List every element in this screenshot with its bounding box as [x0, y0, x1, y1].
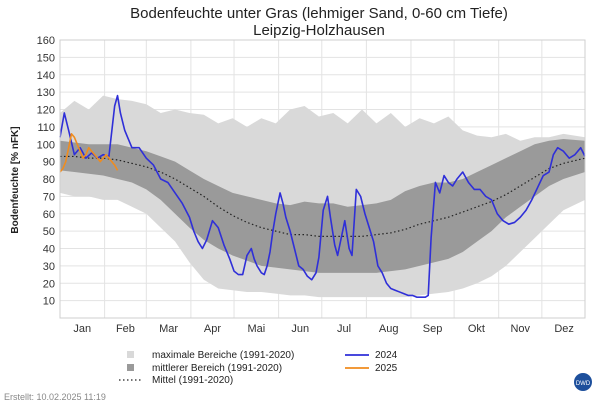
y-tick-label: 100 — [37, 139, 55, 151]
x-tick-label: Jun — [291, 323, 309, 335]
series-2024 — [59, 94, 586, 298]
dwd-logo: DWD — [574, 373, 592, 391]
x-tick-label: Okt — [468, 323, 485, 335]
x-tick-label: Sep — [423, 323, 443, 335]
climate-bands — [60, 95, 585, 298]
x-tick-label: Jul — [337, 323, 351, 335]
y-tick-label: 140 — [37, 70, 55, 82]
legend: maximale Bereiche (1991-2020) mittlerer B… — [119, 350, 398, 386]
y-tick-label: 110 — [37, 122, 55, 134]
legend-label: 2025 — [375, 363, 398, 374]
y-tick-label: 30 — [43, 261, 55, 273]
legend-label: mittlerer Bereich (1991-2020) — [152, 363, 282, 374]
dwd-logo-text: DWD — [576, 381, 591, 387]
x-tick-label: Jan — [73, 323, 91, 335]
x-tick-label: Feb — [116, 323, 135, 335]
y-tick-label: 60 — [43, 209, 55, 221]
y-axis-label: Bodenfeuchte [% nFK] — [10, 126, 21, 233]
series-2025 — [59, 133, 119, 173]
series-lines — [59, 94, 586, 298]
y-tick-label: 20 — [43, 278, 55, 290]
x-tick-label: Dez — [554, 323, 574, 335]
plot-frame — [59, 39, 586, 319]
y-tick-label: 40 — [43, 244, 55, 256]
dwd-logo-icon — [574, 373, 592, 391]
y-tick-label: 130 — [37, 87, 55, 99]
x-tick-label: Mai — [247, 323, 265, 335]
x-tick-label: Nov — [510, 323, 530, 335]
legend-label: maximale Bereiche (1991-2020) — [152, 350, 294, 361]
y-tick-label: 80 — [43, 174, 55, 186]
axes: 10 20 30 40 50 60 70 80 90 100 110 120 130 140 150 160 J… — [37, 35, 586, 335]
chart-subtitle: Leipzig-Holzhausen — [253, 22, 385, 39]
legend-label: Mittel (1991-2020) — [152, 375, 233, 386]
x-tick-label: Mar — [159, 323, 178, 335]
x-tick-label: Apr — [204, 323, 221, 335]
y-tick-label: 10 — [43, 296, 55, 308]
legend-swatch — [127, 364, 134, 371]
y-tick-label: 70 — [43, 191, 55, 203]
y-tick-label: 150 — [37, 52, 55, 64]
legend-label: 2024 — [375, 350, 398, 361]
y-tick-label: 50 — [43, 226, 55, 238]
x-tick-label: Aug — [379, 323, 399, 335]
chart-title: Bodenfeuchte unter Gras (lehmiger Sand, … — [130, 5, 508, 22]
y-tick-label: 120 — [37, 105, 55, 117]
mid-range-band — [60, 139, 585, 273]
mean-line — [60, 155, 586, 237]
legend-swatch — [127, 351, 134, 358]
created-timestamp: Erstellt: 10.02.2025 11:19 — [4, 392, 106, 402]
y-tick-label: 90 — [43, 157, 55, 169]
y-tick-label: 160 — [37, 35, 55, 47]
